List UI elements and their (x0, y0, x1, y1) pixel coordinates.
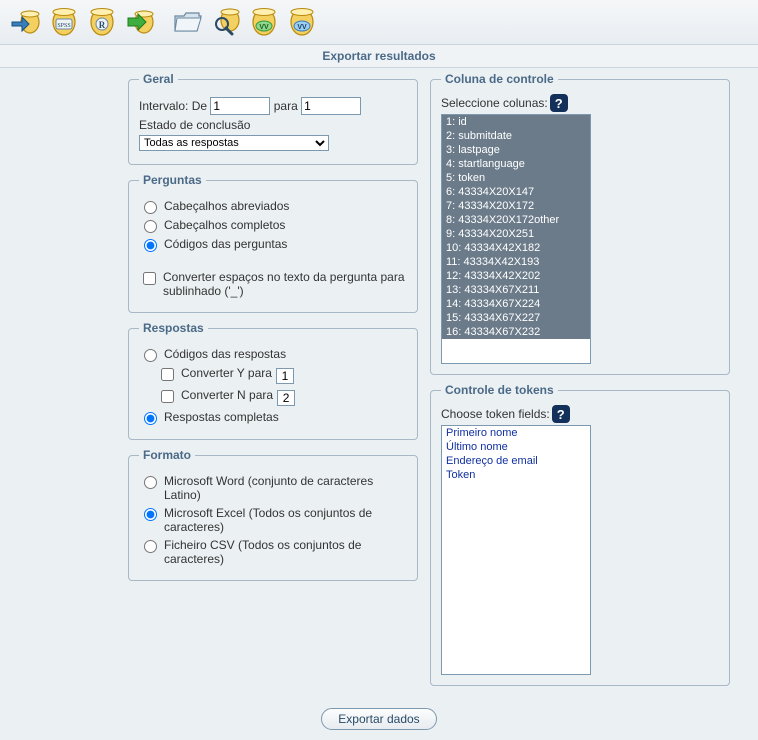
coluna-option[interactable]: 16: 43334X67X232 (442, 325, 590, 339)
coluna-option[interactable]: 13: 43334X67X211 (442, 283, 590, 297)
resp-convy-label: Converter Y para (181, 366, 272, 380)
svg-text:VV: VV (297, 24, 307, 31)
intervalo-label: Intervalo: De (139, 99, 207, 113)
para-label: para (274, 99, 298, 113)
svg-text:SPSS: SPSS (57, 23, 70, 29)
fmt-opt3-label: Ficheiro CSV (Todos os conjuntos de cara… (164, 538, 407, 566)
perg-opt2-radio[interactable] (144, 220, 157, 233)
coluna-fieldset: Coluna de controle Seleccione colunas: ?… (430, 72, 730, 375)
coluna-listbox[interactable]: 1: id2: submitdate3: lastpage4: startlan… (441, 114, 591, 364)
coluna-option[interactable]: 4: startlanguage (442, 157, 590, 171)
formato-legend: Formato (139, 448, 195, 462)
coluna-option[interactable]: 14: 43334X67X224 (442, 297, 590, 311)
tokens-label: Choose token fields: (441, 407, 550, 421)
help-icon[interactable]: ? (552, 405, 570, 423)
coluna-option[interactable]: 11: 43334X42X193 (442, 255, 590, 269)
folder-open-icon[interactable] (170, 4, 206, 40)
export-vv2-icon[interactable]: VV (284, 4, 320, 40)
token-option[interactable]: Token (442, 468, 590, 482)
export-app-icon[interactable] (8, 4, 44, 40)
fmt-opt1-label: Microsoft Word (conjunto de caracteres L… (164, 474, 407, 502)
resp-convy-check[interactable] (161, 368, 174, 381)
coluna-label: Seleccione colunas: (441, 96, 548, 110)
export-arrow-icon[interactable] (122, 4, 158, 40)
coluna-option[interactable]: 10: 43334X42X182 (442, 241, 590, 255)
svg-text:R: R (99, 20, 106, 30)
geral-fieldset: Geral Intervalo: De para Estado de concl… (128, 72, 418, 165)
perg-conv-label: Converter espaços no texto da pergunta p… (163, 270, 407, 298)
coluna-option[interactable]: 12: 43334X42X202 (442, 269, 590, 283)
svg-text:VV: VV (259, 24, 269, 31)
formato-fieldset: Formato Microsoft Word (conjunto de cara… (128, 448, 418, 581)
resp-convn-check[interactable] (161, 390, 174, 403)
coluna-option[interactable]: 1: id (442, 115, 590, 129)
resp-opt1-radio[interactable] (144, 349, 157, 362)
perg-conv-check[interactable] (143, 272, 156, 285)
coluna-legend: Coluna de controle (441, 72, 558, 86)
resp-opt1-label: Códigos das respostas (164, 347, 286, 361)
page-title: Exportar resultados (0, 45, 758, 68)
coluna-option[interactable]: 5: token (442, 171, 590, 185)
intervalo-to-input[interactable] (301, 97, 361, 115)
coluna-option[interactable]: 15: 43334X67X227 (442, 311, 590, 325)
coluna-option[interactable]: 3: lastpage (442, 143, 590, 157)
resp-opt2-label: Respostas completas (164, 410, 279, 424)
coluna-option[interactable]: 7: 43334X20X172 (442, 199, 590, 213)
coluna-option[interactable]: 9: 43334X20X251 (442, 227, 590, 241)
intervalo-from-input[interactable] (210, 97, 270, 115)
fmt-opt3-radio[interactable] (144, 540, 157, 553)
resp-opt2-radio[interactable] (144, 412, 157, 425)
toolbar: SPSS R VV VV (0, 0, 758, 45)
resp-convn-input[interactable] (277, 390, 295, 406)
help-icon[interactable]: ? (550, 94, 568, 112)
fmt-opt1-radio[interactable] (144, 476, 157, 489)
resp-convn-label: Converter N para (181, 388, 273, 402)
estado-label: Estado de conclusão (139, 118, 407, 132)
magnifier-db-icon[interactable] (208, 4, 244, 40)
respostas-fieldset: Respostas Códigos das respostas Converte… (128, 321, 418, 440)
coluna-option[interactable]: 6: 43334X20X147 (442, 185, 590, 199)
export-spss-icon[interactable]: SPSS (46, 4, 82, 40)
coluna-option[interactable]: 8: 43334X20X172other (442, 213, 590, 227)
token-option[interactable]: Último nome (442, 440, 590, 454)
export-button[interactable]: Exportar dados (321, 708, 436, 730)
tokens-listbox[interactable]: Primeiro nomeÚltimo nomeEndereço de emai… (441, 425, 591, 675)
tokens-legend: Controle de tokens (441, 383, 558, 397)
export-vv1-icon[interactable]: VV (246, 4, 282, 40)
respostas-legend: Respostas (139, 321, 208, 335)
coluna-option[interactable]: 2: submitdate (442, 129, 590, 143)
estado-select[interactable]: Todas as respostas (139, 135, 329, 151)
export-r-icon[interactable]: R (84, 4, 120, 40)
content: Geral Intervalo: De para Estado de concl… (0, 68, 758, 702)
perguntas-legend: Perguntas (139, 173, 206, 187)
perg-opt3-radio[interactable] (144, 239, 157, 252)
perguntas-fieldset: Perguntas Cabeçalhos abreviados Cabeçalh… (128, 173, 418, 313)
token-option[interactable]: Endereço de email (442, 454, 590, 468)
resp-convy-input[interactable] (276, 368, 294, 384)
fmt-opt2-radio[interactable] (144, 508, 157, 521)
token-option[interactable]: Primeiro nome (442, 426, 590, 440)
perg-opt1-label: Cabeçalhos abreviados (164, 199, 289, 213)
tokens-fieldset: Controle de tokens Choose token fields: … (430, 383, 730, 686)
fmt-opt2-label: Microsoft Excel (Todos os conjuntos de c… (164, 506, 407, 534)
perg-opt3-label: Códigos das perguntas (164, 237, 287, 251)
geral-legend: Geral (139, 72, 178, 86)
perg-opt2-label: Cabeçalhos completos (164, 218, 285, 232)
perg-opt1-radio[interactable] (144, 201, 157, 214)
